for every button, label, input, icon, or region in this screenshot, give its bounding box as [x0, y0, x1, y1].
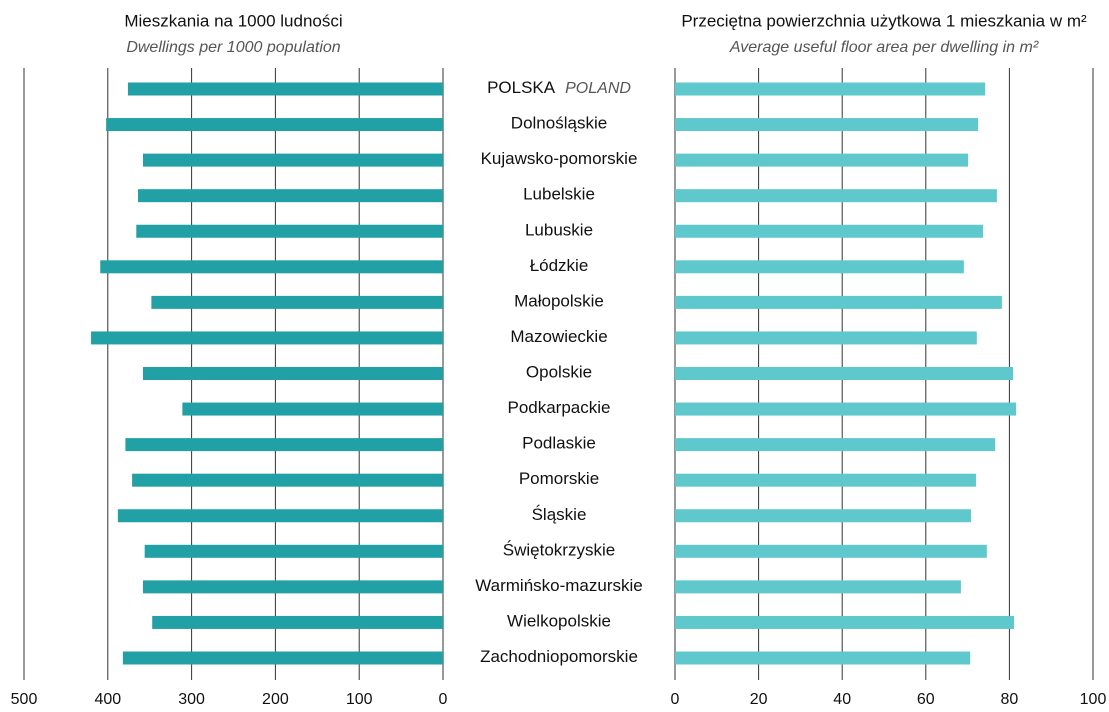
x-tick-label: 400 — [94, 691, 121, 708]
category-name: Śląskie — [532, 505, 587, 524]
category-name: Dolnośląskie — [511, 114, 607, 133]
category-label: Małopolskie — [514, 292, 604, 311]
bar — [675, 118, 979, 132]
category-label: Lubuskie — [525, 221, 593, 240]
category-label: Warmińsko-mazurskie — [475, 576, 643, 595]
category-label: Opolskie — [526, 363, 592, 382]
bar — [675, 402, 1017, 416]
x-tick-label: 0 — [439, 691, 448, 708]
category-name: Warmińsko-mazurskie — [475, 576, 643, 595]
bar — [127, 82, 444, 96]
category-name: Lubuskie — [525, 221, 593, 240]
bar — [137, 189, 443, 203]
category-label: POLSKA POLAND — [487, 78, 631, 97]
bar — [122, 651, 443, 665]
x-tick-label: 300 — [178, 691, 205, 708]
category-name: Pomorskie — [519, 470, 599, 489]
bar — [675, 651, 971, 665]
category-label: Świętokrzyskie — [503, 541, 615, 560]
bar — [675, 260, 964, 274]
category-name: Opolskie — [526, 363, 592, 382]
category-label: Mazowieckie — [510, 327, 607, 346]
category-label: Wielkopolskie — [507, 612, 611, 631]
bar — [142, 367, 443, 380]
chart-subtitle: Average useful floor area per dwelling i… — [729, 39, 1039, 56]
category-label: Lubelskie — [523, 185, 595, 204]
bar — [675, 438, 996, 452]
x-tick-label: 60 — [917, 691, 935, 708]
category-label: Podkarpackie — [507, 399, 610, 418]
bar — [675, 153, 969, 167]
bar — [136, 224, 444, 238]
bar — [151, 295, 443, 309]
chart-title: Mieszkania na 1000 ludności — [124, 11, 342, 30]
category-name: POLSKA — [487, 78, 556, 97]
category-name: Wielkopolskie — [507, 612, 611, 631]
bar — [117, 509, 443, 523]
category-label: Łódzkie — [530, 256, 589, 275]
x-tick-label: 500 — [11, 691, 38, 708]
category-name: Lubelskie — [523, 185, 595, 204]
bar — [675, 367, 1014, 380]
category-name: Podlaskie — [522, 434, 596, 453]
bar — [125, 438, 443, 452]
bar — [675, 509, 971, 523]
chart-title: Przeciętna powierzchnia użytkowa 1 miesz… — [681, 11, 1087, 30]
category-label: Dolnośląskie — [511, 114, 607, 133]
bar — [675, 224, 984, 238]
bar — [91, 331, 443, 345]
category-name: Kujawsko-pomorskie — [481, 150, 638, 169]
category-label: Śląskie — [532, 505, 587, 524]
x-tick-label: 20 — [750, 691, 768, 708]
category-name: Łódzkie — [530, 256, 589, 275]
bar — [675, 331, 977, 345]
bar — [675, 189, 997, 203]
category-label: Pomorskie — [519, 470, 599, 489]
x-tick-label: 40 — [833, 691, 851, 708]
bar — [675, 82, 986, 96]
bar — [144, 544, 443, 558]
category-label: Podlaskie — [522, 434, 596, 453]
bar — [675, 473, 976, 487]
category-name: Podkarpackie — [507, 399, 610, 418]
x-tick-label: 100 — [1080, 691, 1107, 708]
bar — [100, 260, 444, 274]
bar — [132, 473, 444, 487]
category-name: Świętokrzyskie — [503, 541, 615, 560]
bar — [675, 295, 1002, 309]
chart-subtitle: Dwellings per 1000 population — [126, 39, 340, 56]
bar — [142, 153, 443, 167]
x-tick-label: 100 — [346, 691, 373, 708]
bar — [152, 615, 444, 629]
x-tick-label: 80 — [1001, 691, 1019, 708]
category-name: Mazowieckie — [510, 327, 607, 346]
bar — [142, 580, 443, 594]
bar — [675, 615, 1014, 629]
x-tick-label: 200 — [262, 691, 289, 708]
bar — [182, 402, 443, 416]
category-name: Małopolskie — [514, 292, 604, 311]
x-tick-label: 0 — [671, 691, 680, 708]
category-name: Zachodniopomorskie — [480, 647, 638, 666]
category-label: Zachodniopomorskie — [480, 647, 638, 666]
bar — [675, 544, 987, 558]
category-label: Kujawsko-pomorskie — [481, 150, 638, 169]
bar — [675, 580, 961, 594]
bar — [106, 118, 444, 132]
category-annotation: POLAND — [565, 80, 631, 97]
